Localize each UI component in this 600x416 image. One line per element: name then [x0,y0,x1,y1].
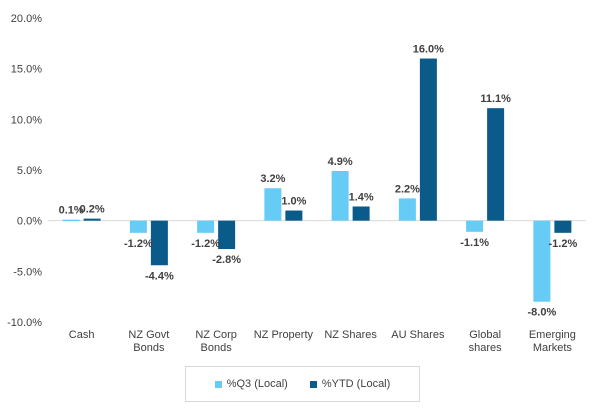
bar-q3 [466,220,484,232]
data-label-ytd: -2.8% [212,254,241,266]
data-label-ytd: 11.1% [480,93,511,105]
y-axis: 20.0% 15.0% 10.0% 5.0% 0.0% -5.0% -10.0% [7,13,42,329]
data-label-q3: 4.9% [328,156,353,168]
category-label: Bonds [133,342,165,354]
category-label: Emerging [529,329,576,341]
bar-q3 [129,220,147,233]
legend-label-ytd: %YTD (Local) [321,378,391,390]
bar-q3 [533,220,551,302]
bar-ytd [554,220,572,233]
category-label: NZ Corp [195,329,237,341]
bar-ytd [150,220,168,266]
category-label: NZ Shares [324,329,377,341]
data-label-ytd: 1.4% [349,191,374,203]
bar-q3 [398,198,416,221]
y-tick-label: -5.0% [13,266,42,278]
data-label-q3: -1.1% [460,237,489,249]
data-label-ytd: 0.2% [80,204,105,216]
data-label-q3: -8.0% [528,307,557,319]
bar-q3 [264,188,282,221]
bar-ytd [83,218,101,221]
legend-item-ytd: %YTD (Local) [309,378,391,390]
category-label: AU Shares [391,329,445,341]
data-label-ytd: -1.2% [549,238,578,250]
bar-ytd [487,108,505,221]
y-tick-label: 20.0% [11,13,42,25]
bar-q3 [331,171,349,221]
category-label: shares [469,342,503,354]
bar-q3 [197,220,215,233]
y-tick-label: 5.0% [17,165,42,177]
bar-ytd [285,210,303,221]
y-tick-label: -10.0% [7,317,42,329]
y-tick-label: 15.0% [11,64,42,76]
y-tick-label: 0.0% [17,216,42,228]
legend-label-q3: %Q3 (Local) [226,378,288,390]
bar-ytd [352,206,370,221]
category-label: NZ Property [254,329,314,341]
data-label-ytd: 16.0% [413,44,444,56]
bar-ytd [218,220,236,250]
legend-swatch-ytd [309,380,317,388]
category-label: Cash [69,329,95,341]
data-label-q3: 3.2% [260,173,285,185]
legend: %Q3 (Local) %YTD (Local) [185,366,420,402]
data-label-ytd: 1.0% [281,196,306,208]
data-label-q3: 0.1% [59,205,84,217]
y-tick-label: 10.0% [11,114,42,126]
data-label-q3: -1.2% [124,238,153,250]
category-label: Markets [533,342,573,354]
data-label-q3: 2.2% [395,183,420,195]
category-label: Global [469,329,501,341]
legend-swatch-q3 [214,380,222,388]
category-label: NZ Govt [128,329,169,341]
category-label: Bonds [201,342,233,354]
data-label-ytd: -4.4% [145,270,174,282]
data-label-q3: -1.2% [191,238,220,250]
data-labels: 0.1%0.2% -1.2% -4.4% -1.2% -2.8% 3.2% 1.0% 4.9%… [59,44,578,319]
bars [62,58,572,302]
bar-ytd [419,58,437,221]
bar-q3 [62,219,80,222]
legend-item-q3: %Q3 (Local) [214,378,288,390]
